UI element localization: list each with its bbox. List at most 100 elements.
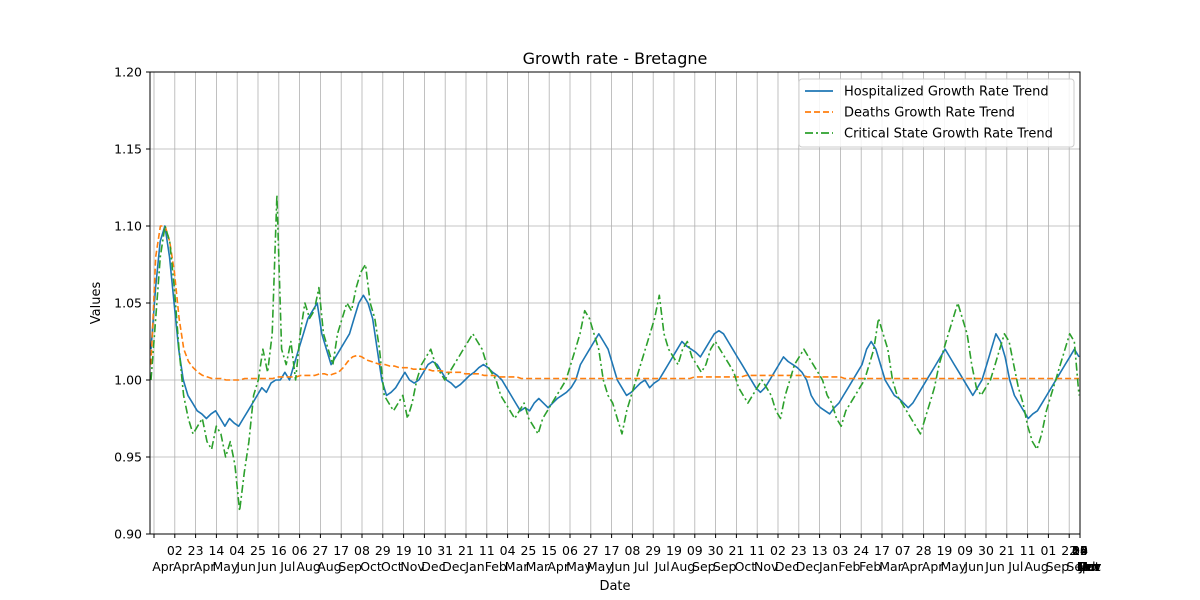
- x-tick-month-label: Mar: [505, 559, 529, 574]
- x-tick-day-label: 17: [333, 543, 349, 558]
- x-tick-day-label: 30: [978, 543, 994, 558]
- x-tick-day-label: 27: [583, 543, 599, 558]
- y-tick-label: 1.05: [114, 296, 142, 311]
- x-tick-day-label: 21: [458, 543, 474, 558]
- x-tick-month-label: Jun: [256, 559, 277, 574]
- x-tick-month-label: Jan: [818, 559, 838, 574]
- series-line-0: [150, 225, 1080, 428]
- x-tick-day-label: 06: [292, 543, 308, 558]
- x-tick-day-label: 11: [1020, 543, 1036, 558]
- x-tick-day-label: 30: [708, 543, 724, 558]
- x-tick-month-label: Jan: [464, 559, 484, 574]
- x-tick-day-label: 04: [229, 543, 245, 558]
- y-tick-label: 0.90: [114, 527, 142, 542]
- x-tick-day-label: 22: [1061, 543, 1077, 558]
- x-tick-day-label: 02: [167, 543, 183, 558]
- x-tick-month-label: Sep: [692, 559, 716, 574]
- x-tick-day-label: 25: [520, 543, 536, 558]
- x-tick-month-label: Jun: [610, 559, 631, 574]
- x-tick-day-label: 08: [354, 543, 370, 558]
- x-tick-day-label: 19: [396, 543, 412, 558]
- x-tick-day-label: 24: [853, 543, 869, 558]
- x-tick-day-label: 16: [1072, 543, 1088, 558]
- x-tick-month-label: Apr: [194, 559, 216, 574]
- x-tick-day-label: 23: [791, 543, 807, 558]
- x-tick-day-label: 15: [1072, 543, 1088, 558]
- x-tick-month-label: May: [940, 559, 966, 574]
- x-tick-day-label: 17: [874, 543, 890, 558]
- x-tick-month-label: Sep: [1046, 559, 1070, 574]
- x-tick-day-label: 26: [1072, 543, 1088, 558]
- x-tick-day-label: 01: [1040, 543, 1056, 558]
- x-tick-month-label: Dec: [442, 559, 466, 574]
- x-tick-day-label: 16: [271, 543, 287, 558]
- y-axis-ticks: 0.90 0.95 1.00 1.05 1.10 1.15 1.20: [114, 65, 150, 542]
- legend-label: Deaths Growth Rate Trend: [844, 106, 1015, 121]
- x-tick-day-label: 24: [1072, 543, 1088, 558]
- x-tick-month-label: Sep: [713, 559, 737, 574]
- x-tick-month-label: May: [212, 559, 238, 574]
- x-tick-day-label: 06: [562, 543, 578, 558]
- x-tick-month-label: Aug: [671, 559, 695, 574]
- x-tick-day-label: 10: [416, 543, 432, 558]
- x-tick-day-label: 29: [375, 543, 391, 558]
- x-tick-month-label: Dec: [796, 559, 820, 574]
- x-tick-month-label: Jul: [279, 559, 295, 574]
- x-tick-day-label: 03: [832, 543, 848, 558]
- x-tick-month-label: Feb: [1078, 559, 1100, 574]
- y-tick-label: 0.95: [114, 450, 142, 465]
- x-tick-day-label: 13: [812, 543, 828, 558]
- x-tick-day-label: 02: [770, 543, 786, 558]
- x-tick-month-label: Nov: [754, 559, 779, 574]
- x-tick-month-label: Feb: [859, 559, 881, 574]
- x-tick-month-label: Aug: [296, 559, 320, 574]
- x-tick-month-label: Dec: [775, 559, 799, 574]
- legend-label: Hospitalized Growth Rate Trend: [844, 85, 1049, 100]
- x-tick-month-label: Apr: [173, 559, 195, 574]
- x-tick-month-label: Nov: [400, 559, 425, 574]
- y-tick-label: 1.15: [114, 142, 142, 157]
- x-tick-month-label: Apr: [901, 559, 923, 574]
- x-tick-day-label: 04: [500, 543, 516, 558]
- x-tick-month-label: Sep: [338, 559, 362, 574]
- legend-label: Critical State Growth Rate Trend: [844, 127, 1053, 142]
- x-tick-day-label: 09: [1072, 543, 1088, 558]
- x-tick-month-label: Nov: [1077, 559, 1102, 574]
- x-tick-day-label: 30: [1072, 543, 1088, 558]
- x-tick-month-label: Mar: [1077, 559, 1101, 574]
- x-tick-month-label: Sep: [1066, 559, 1090, 574]
- x-tick-month-label: Apr: [547, 559, 569, 574]
- x-axis-ticks: Apr02Apr23Apr14May04Jun25Jun16Jul06Aug27…: [152, 534, 1102, 574]
- x-tick-day-label: 19: [936, 543, 952, 558]
- x-tick-day-label: 11: [749, 543, 765, 558]
- x-tick-month-label: Jul: [633, 559, 649, 574]
- x-tick-day-label: 17: [604, 543, 620, 558]
- x-tick-day-label: 21: [728, 543, 744, 558]
- x-tick-month-label: May: [587, 559, 613, 574]
- x-tick-day-label: 09: [687, 543, 703, 558]
- x-tick-month-label: Jan: [1078, 559, 1098, 574]
- x-tick-day-label: 23: [188, 543, 204, 558]
- x-tick-day-label: 14: [208, 543, 224, 558]
- y-tick-label: 1.00: [114, 373, 142, 388]
- x-tick-month-label: Oct: [360, 559, 382, 574]
- x-tick-month-label: Oct: [1078, 559, 1100, 574]
- legend-box: [798, 78, 1075, 148]
- x-tick-month-label: Dec: [421, 559, 445, 574]
- x-tick-month-label: Mar: [526, 559, 550, 574]
- x-tick-month-label: Nov: [1077, 559, 1102, 574]
- series-line-1: [150, 225, 1079, 381]
- x-tick-day-label: 07: [895, 543, 911, 558]
- x-tick-day-label: 15: [541, 543, 557, 558]
- x-tick-day-label: 27: [312, 543, 328, 558]
- x-tick-day-label: 09: [957, 543, 973, 558]
- x-tick-month-label: Jun: [963, 559, 984, 574]
- x-tick-day-label: 13: [1072, 543, 1088, 558]
- x-tick-day-label: 03: [1072, 543, 1088, 558]
- x-tick-month-label: Aug: [317, 559, 341, 574]
- chart-title: Growth rate - Bretagne: [523, 49, 708, 68]
- x-tick-day-label: 19: [666, 543, 682, 558]
- x-tick-month-label: Mar: [879, 559, 903, 574]
- x-tick-month-label: Jul: [654, 559, 670, 574]
